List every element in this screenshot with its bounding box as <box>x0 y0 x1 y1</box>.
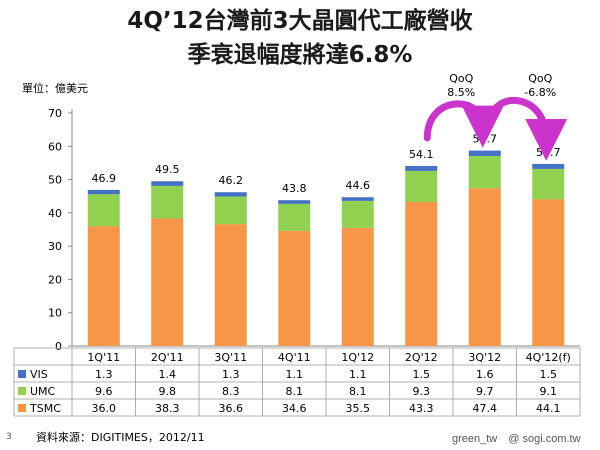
bar-tsmc-6 <box>468 188 501 346</box>
y-tick-label: 20 <box>48 273 62 286</box>
table-cell: 1.5 <box>413 368 431 381</box>
bars <box>87 150 565 346</box>
table-cell: 9.1 <box>540 385 558 398</box>
y-tick-label: 30 <box>48 240 62 253</box>
title-line-1: 4Q’12台灣前3大晶圓代工廠營收 <box>127 8 473 34</box>
table-cell: 38.3 <box>155 402 180 415</box>
qoq-label: QoQ <box>528 72 552 85</box>
bar-umc-5 <box>405 170 438 202</box>
total-label: 54.1 <box>409 148 434 161</box>
table-cell: 43.3 <box>409 402 434 415</box>
bar-vis-0 <box>87 189 120 195</box>
table-cell: 9.3 <box>413 385 431 398</box>
table-cell: 44.1 <box>536 402 561 415</box>
table-cell: 1.6 <box>476 368 494 381</box>
bar-vis-1 <box>151 181 184 186</box>
x-tick-label: 2Q'12 <box>405 351 438 364</box>
total-label: 58.7 <box>473 133 498 146</box>
table-cell: 8.1 <box>286 385 304 398</box>
total-label: 43.8 <box>282 182 307 195</box>
x-tick-label: 1Q'11 <box>87 351 120 364</box>
bar-tsmc-5 <box>405 201 438 346</box>
y-tick-label: 10 <box>48 307 62 320</box>
bar-tsmc-2 <box>214 224 247 346</box>
y-tick-label: 40 <box>48 207 62 220</box>
bar-tsmc-4 <box>341 227 374 346</box>
bar-umc-2 <box>214 196 247 225</box>
qoq-label: QoQ <box>449 72 473 85</box>
total-label: 44.6 <box>346 179 371 192</box>
table-cell: 1.5 <box>540 368 558 381</box>
table-cell: 9.6 <box>95 385 113 398</box>
legend-swatch-tsmc <box>18 404 26 412</box>
title-line-2: 季衰退幅度將達6.8% <box>187 42 413 68</box>
unit-label: 單位：億美元 <box>22 81 88 95</box>
qoq-arrow <box>423 100 504 148</box>
table-cell: 36.6 <box>219 402 244 415</box>
table-cell: 8.3 <box>222 385 240 398</box>
bar-tsmc-1 <box>151 218 184 346</box>
table-cell: 1.1 <box>286 368 304 381</box>
bar-vis-7 <box>532 163 565 169</box>
y-tick-label: 60 <box>48 140 62 153</box>
bar-vis-4 <box>341 197 374 201</box>
bar-tsmc-7 <box>532 199 565 346</box>
table-cell: 1.3 <box>95 368 113 381</box>
legend-label: VIS <box>30 368 48 381</box>
x-tick-label: 1Q'12 <box>341 351 374 364</box>
table-cell: 9.8 <box>159 385 177 398</box>
total-label: 46.2 <box>219 174 244 187</box>
source-note: 資料來源：DIGITIMES，2012/11 <box>36 431 205 444</box>
legend-swatch-umc <box>18 387 26 395</box>
table-cell: 1.4 <box>159 368 177 381</box>
bar-vis-3 <box>278 200 311 204</box>
y-tick-label: 70 <box>48 107 62 120</box>
bar-umc-6 <box>468 155 501 189</box>
table-cell: 9.7 <box>476 385 494 398</box>
legend-label: TSMC <box>29 402 61 415</box>
legend-label: UMC <box>30 385 56 398</box>
bar-vis-6 <box>468 150 501 156</box>
x-tick-label: 3Q'11 <box>214 351 247 364</box>
qoq-value: -6.8% <box>524 86 556 99</box>
table-cell: 34.6 <box>282 402 307 415</box>
qoq-value: 8.5% <box>447 86 475 99</box>
table-cell: 1.1 <box>349 368 367 381</box>
y-tick-label: 0 <box>55 340 62 353</box>
brand-watermark: green_tw @ sogi.com.tw <box>452 433 581 445</box>
bar-tsmc-3 <box>278 230 311 346</box>
y-tick-label: 50 <box>48 174 62 187</box>
chart-title: 4Q’12台灣前3大晶圓代工廠營收 季衰退幅度將達6.8% <box>0 4 600 72</box>
total-label: 54.7 <box>536 146 561 159</box>
qoq-arrow <box>487 97 568 161</box>
bar-umc-7 <box>532 168 565 200</box>
bar-vis-2 <box>214 192 247 197</box>
x-tick-label: 4Q'11 <box>278 351 311 364</box>
table-cell: 47.4 <box>473 402 498 415</box>
total-label: 46.9 <box>92 172 117 185</box>
table-cell: 35.5 <box>346 402 371 415</box>
x-tick-label: 3Q'12 <box>468 351 501 364</box>
bar-umc-0 <box>87 194 120 227</box>
bar-umc-3 <box>278 203 311 231</box>
table-cell: 36.0 <box>92 402 117 415</box>
table-cell: 1.3 <box>222 368 240 381</box>
page-number: 3 <box>6 432 12 442</box>
bar-vis-5 <box>405 165 438 171</box>
bar-umc-4 <box>341 200 374 228</box>
bar-umc-1 <box>151 185 184 219</box>
x-tick-label: 4Q'12(f) <box>526 351 571 364</box>
bar-tsmc-0 <box>87 226 120 346</box>
total-label: 49.5 <box>155 163 180 176</box>
x-tick-label: 2Q'11 <box>151 351 184 364</box>
data-table: 1Q'11 2Q'11 3Q'11 4Q'11 1Q'12 2Q'12 3Q'12 4Q'12… <box>13 347 581 417</box>
legend-swatch-vis <box>18 370 26 378</box>
table-cell: 8.1 <box>349 385 367 398</box>
